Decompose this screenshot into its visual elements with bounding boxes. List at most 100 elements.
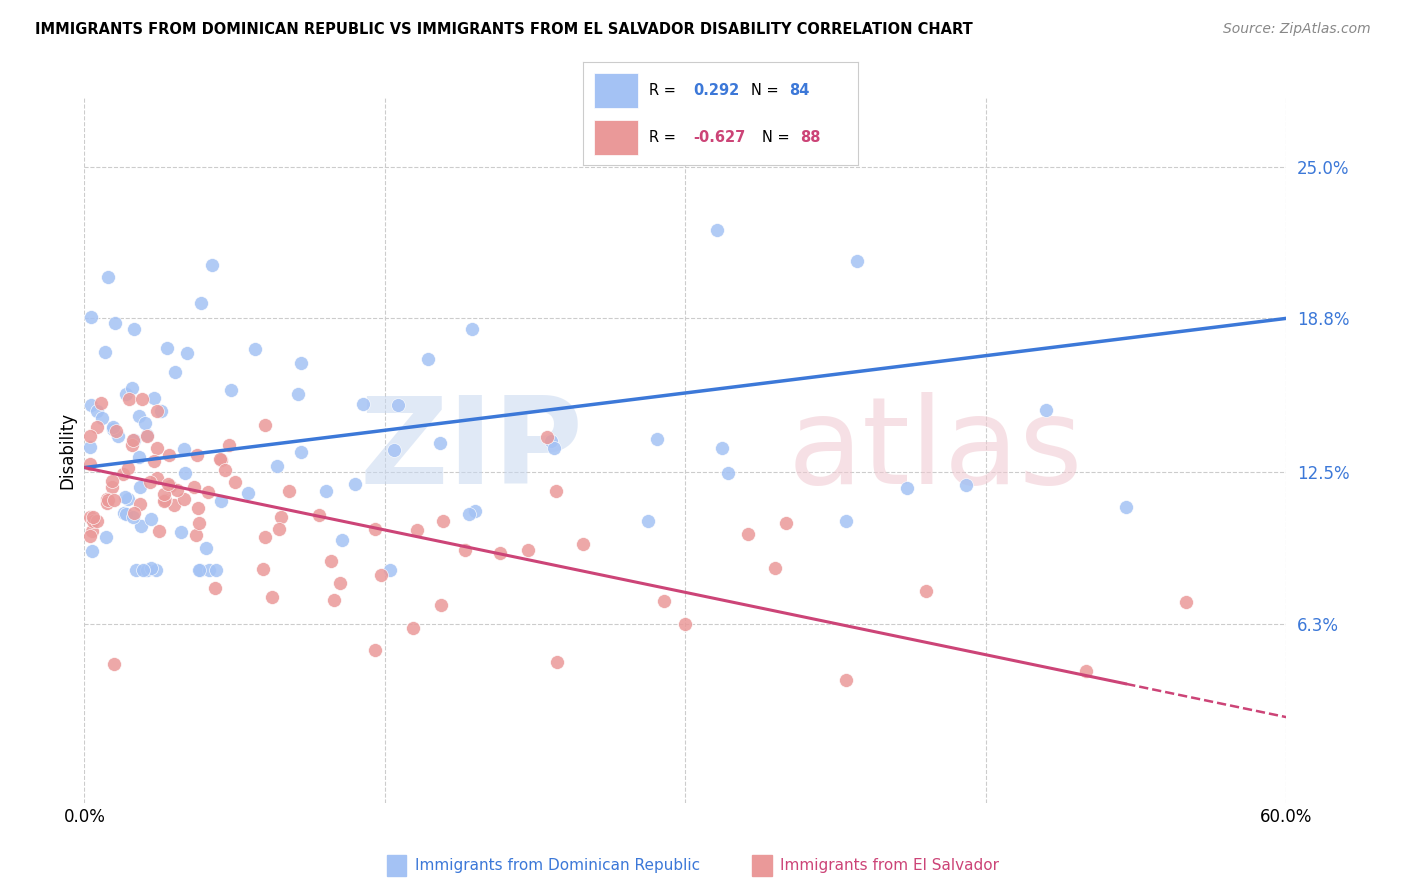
Point bbox=[737, 527, 759, 541]
Point bbox=[238, 485, 260, 500]
Point bbox=[290, 445, 312, 459]
Point bbox=[129, 497, 152, 511]
Point bbox=[322, 592, 344, 607]
Point bbox=[543, 441, 565, 455]
Point bbox=[132, 563, 155, 577]
Point bbox=[352, 397, 374, 411]
Point bbox=[270, 510, 292, 524]
Point bbox=[146, 442, 169, 456]
Point bbox=[675, 617, 697, 632]
Point bbox=[188, 563, 211, 577]
Point bbox=[122, 507, 145, 521]
Point bbox=[262, 590, 284, 604]
Point bbox=[245, 342, 267, 356]
Point bbox=[315, 484, 337, 499]
Point bbox=[86, 420, 108, 434]
Point bbox=[165, 365, 187, 379]
Point bbox=[219, 383, 242, 397]
Point bbox=[536, 430, 558, 444]
Point bbox=[115, 387, 138, 401]
Point bbox=[79, 529, 101, 543]
Point bbox=[79, 429, 101, 443]
Point bbox=[330, 533, 353, 547]
Point bbox=[517, 542, 540, 557]
Point bbox=[915, 584, 938, 599]
Point bbox=[254, 417, 277, 432]
Point bbox=[112, 507, 135, 521]
Point bbox=[107, 429, 129, 443]
Point bbox=[308, 508, 330, 523]
Point bbox=[710, 442, 733, 456]
Point bbox=[96, 492, 118, 507]
Point bbox=[329, 576, 352, 591]
Point bbox=[190, 296, 212, 310]
Point bbox=[1076, 665, 1098, 679]
Text: 88: 88 bbox=[800, 130, 821, 145]
Point bbox=[94, 530, 117, 544]
Point bbox=[128, 450, 150, 465]
Point bbox=[209, 493, 232, 508]
Point bbox=[195, 541, 218, 556]
Point bbox=[572, 537, 595, 551]
Point bbox=[117, 491, 139, 506]
Point bbox=[183, 481, 205, 495]
Point bbox=[637, 514, 659, 528]
Point bbox=[170, 524, 193, 539]
Point bbox=[429, 436, 451, 450]
Point bbox=[124, 321, 146, 335]
Point bbox=[136, 428, 159, 442]
Point bbox=[201, 258, 224, 272]
Point bbox=[121, 438, 143, 452]
FancyBboxPatch shape bbox=[595, 120, 638, 155]
Point bbox=[187, 500, 209, 515]
Point bbox=[80, 543, 103, 558]
Point bbox=[209, 453, 232, 467]
Point bbox=[546, 483, 568, 498]
Point bbox=[546, 655, 568, 669]
Point bbox=[122, 433, 145, 447]
Point bbox=[457, 507, 479, 521]
Point bbox=[136, 563, 159, 577]
Point bbox=[717, 467, 740, 481]
Point bbox=[184, 527, 207, 541]
Point bbox=[131, 392, 153, 406]
Point bbox=[146, 404, 169, 418]
Point bbox=[1035, 403, 1057, 417]
Text: IMMIGRANTS FROM DOMINICAN REPUBLIC VS IMMIGRANTS FROM EL SALVADOR DISABILITY COR: IMMIGRANTS FROM DOMINICAN REPUBLIC VS IM… bbox=[35, 22, 973, 37]
Point bbox=[79, 510, 101, 524]
Point bbox=[763, 561, 786, 575]
Text: Source: ZipAtlas.com: Source: ZipAtlas.com bbox=[1223, 22, 1371, 37]
Point bbox=[79, 440, 101, 454]
Point bbox=[91, 410, 114, 425]
Point bbox=[205, 563, 228, 577]
Point bbox=[387, 398, 409, 412]
Point bbox=[454, 543, 477, 558]
Text: R =: R = bbox=[650, 83, 681, 97]
Point bbox=[254, 530, 277, 544]
FancyBboxPatch shape bbox=[595, 73, 638, 108]
Point bbox=[214, 463, 236, 477]
Point bbox=[845, 253, 868, 268]
Point bbox=[278, 484, 301, 499]
Point bbox=[156, 342, 179, 356]
Point bbox=[654, 594, 676, 608]
Point bbox=[835, 514, 858, 528]
Point bbox=[460, 322, 482, 336]
Point bbox=[121, 381, 143, 395]
Text: 84: 84 bbox=[789, 83, 810, 97]
Point bbox=[628, 126, 651, 140]
Point bbox=[186, 448, 208, 462]
Point bbox=[153, 494, 176, 508]
Point bbox=[141, 560, 163, 574]
Text: atlas: atlas bbox=[787, 392, 1083, 509]
Point bbox=[96, 495, 118, 509]
Point bbox=[173, 442, 195, 456]
Point bbox=[418, 351, 440, 366]
Point bbox=[197, 484, 219, 499]
Point bbox=[143, 391, 166, 405]
Point bbox=[432, 514, 454, 528]
Point bbox=[290, 356, 312, 370]
Point bbox=[370, 567, 392, 582]
Point bbox=[187, 563, 209, 577]
Point bbox=[122, 433, 145, 447]
